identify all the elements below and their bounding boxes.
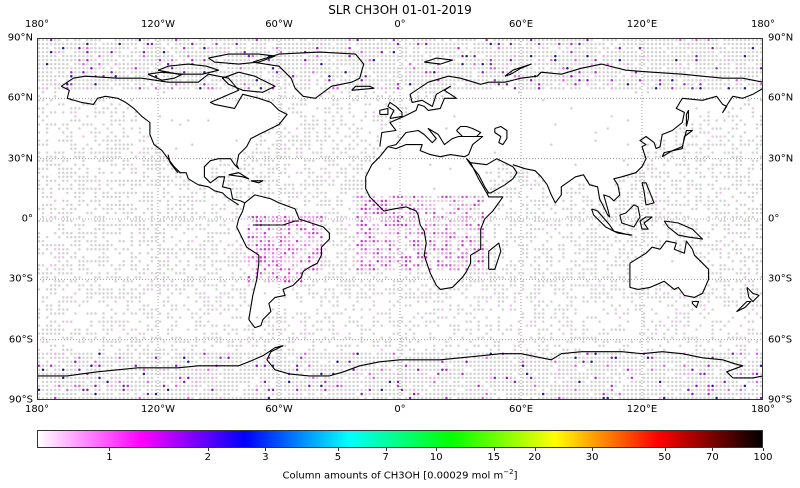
colorbar-tick	[265, 448, 267, 451]
longitude-label: 60°W	[265, 19, 293, 30]
colorbar-label-exponent: −2	[503, 468, 514, 476]
colorbar-tick-label: 1	[106, 452, 113, 463]
colorbar-tick	[385, 448, 387, 451]
latitude-label: 90°S	[768, 394, 793, 406]
longitude-label: 180°	[750, 404, 776, 415]
colorbar-tick	[534, 448, 536, 451]
latitude-label: 0°	[21, 213, 33, 225]
map-title: SLR CH3OH 01-01-2019	[328, 3, 472, 17]
colorbar-tick-label: 2	[204, 452, 212, 463]
colorbar-tick	[592, 448, 594, 451]
gridlines	[37, 38, 763, 400]
colorbar-tick-label: 3	[262, 452, 269, 463]
colorbar-label-suffix: ]	[513, 470, 518, 482]
latitude-label: 90°N	[768, 32, 794, 44]
longitude-label: 180°	[750, 19, 776, 30]
colorbar-tick	[712, 448, 714, 451]
colorbar-tick-label: 20	[528, 452, 541, 463]
longitude-label: 120°E	[626, 404, 658, 415]
colorbar-tick	[664, 448, 666, 451]
latitude-label: 60°S	[8, 334, 33, 346]
colorbar-tick-label: 30	[585, 452, 599, 463]
longitude-label: 0°	[394, 19, 406, 30]
longitude-label: 180°	[24, 19, 50, 30]
colorbar-tick-label: 7	[382, 452, 389, 463]
colorbar-tick-label: 15	[487, 452, 501, 463]
colorbar-tick	[109, 448, 111, 451]
colorbar-tick	[436, 448, 438, 451]
longitude-label: 120°E	[626, 19, 658, 30]
latitude-label: 30°N	[768, 153, 794, 165]
colorbar-tick-label: 5	[334, 452, 342, 463]
world-map	[37, 38, 763, 400]
latitude-label: 60°N	[768, 92, 794, 104]
colorbar-tick	[493, 448, 495, 451]
longitude-label: 0°	[394, 404, 406, 415]
colorbar-tick-label: 100	[753, 452, 773, 463]
colorbar-tick-label: 50	[658, 452, 671, 463]
longitude-label: 180°	[24, 404, 50, 415]
longitude-label: 60°W	[265, 404, 293, 415]
colorbar	[37, 430, 763, 448]
colorbar-tick	[207, 448, 209, 451]
latitude-label: 90°S	[8, 394, 33, 406]
data-points	[37, 38, 763, 400]
latitude-label: 30°S	[768, 273, 793, 285]
latitude-label: 90°N	[7, 32, 33, 44]
coastlines	[37, 51, 763, 379]
colorbar-label: Column amounts of CH3OH [0.00029 mol m−2…	[0, 468, 800, 481]
colorbar-tick-label: 10	[429, 452, 443, 463]
longitude-label: 120°W	[141, 404, 175, 415]
map-frame	[37, 38, 763, 400]
latitude-label: 60°S	[768, 334, 793, 346]
colorbar-tick-label: 70	[706, 452, 719, 463]
colorbar-tick	[337, 448, 339, 451]
latitude-label: 60°N	[7, 92, 33, 104]
longitude-label: 60°E	[508, 19, 534, 30]
colorbar-tick	[763, 448, 764, 451]
colorbar-label-text: Column amounts of CH3OH [0.00029 mol m	[282, 470, 504, 482]
latitude-label: 30°N	[7, 153, 33, 165]
latitude-label: 0°	[768, 213, 780, 225]
longitude-label: 120°W	[141, 19, 175, 30]
longitude-label: 60°E	[508, 404, 534, 415]
latitude-label: 30°S	[8, 273, 33, 285]
